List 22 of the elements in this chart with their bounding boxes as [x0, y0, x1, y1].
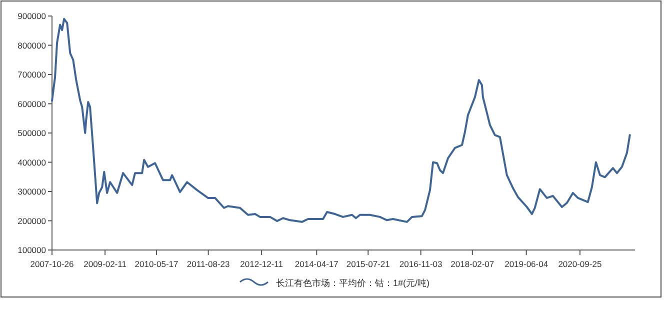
y-tick-label: 600000 — [18, 98, 46, 109]
y-tick-label: 900000 — [18, 11, 46, 21]
y-tick-label: 200000 — [18, 216, 46, 226]
x-tick-label: 2012-12-11 — [240, 259, 284, 269]
y-tick-label: 100000 — [18, 245, 46, 255]
x-tick-label: 2016-11-03 — [399, 259, 443, 269]
legend: 长江有色市场：平均价：钴：1#(元/吨) — [240, 278, 430, 288]
legend-label: 长江有色市场：平均价：钴：1#(元/吨) — [276, 278, 430, 288]
y-tick-label: 700000 — [18, 70, 46, 80]
y-tick-label: 500000 — [18, 128, 46, 138]
x-tick-label: 2018-02-07 — [450, 259, 494, 269]
x-tick-label: 2019-06-04 — [504, 259, 548, 269]
y-tick-label: 300000 — [18, 186, 46, 196]
x-tick-label: 2010-05-17 — [134, 259, 179, 269]
x-tick-label: 2020-09-25 — [558, 259, 602, 269]
x-tick-label: 2009-02-11 — [84, 259, 127, 269]
x-tick-label: 2015-07-21 — [346, 259, 390, 269]
x-tick-label: 2007-10-26 — [30, 259, 74, 269]
y-tick-label: 400000 — [18, 157, 46, 168]
x-tick-label: 2014-04-17 — [294, 259, 339, 269]
x-tick-label: 2011-08-23 — [186, 259, 230, 269]
y-tick-label: 800000 — [18, 40, 46, 50]
